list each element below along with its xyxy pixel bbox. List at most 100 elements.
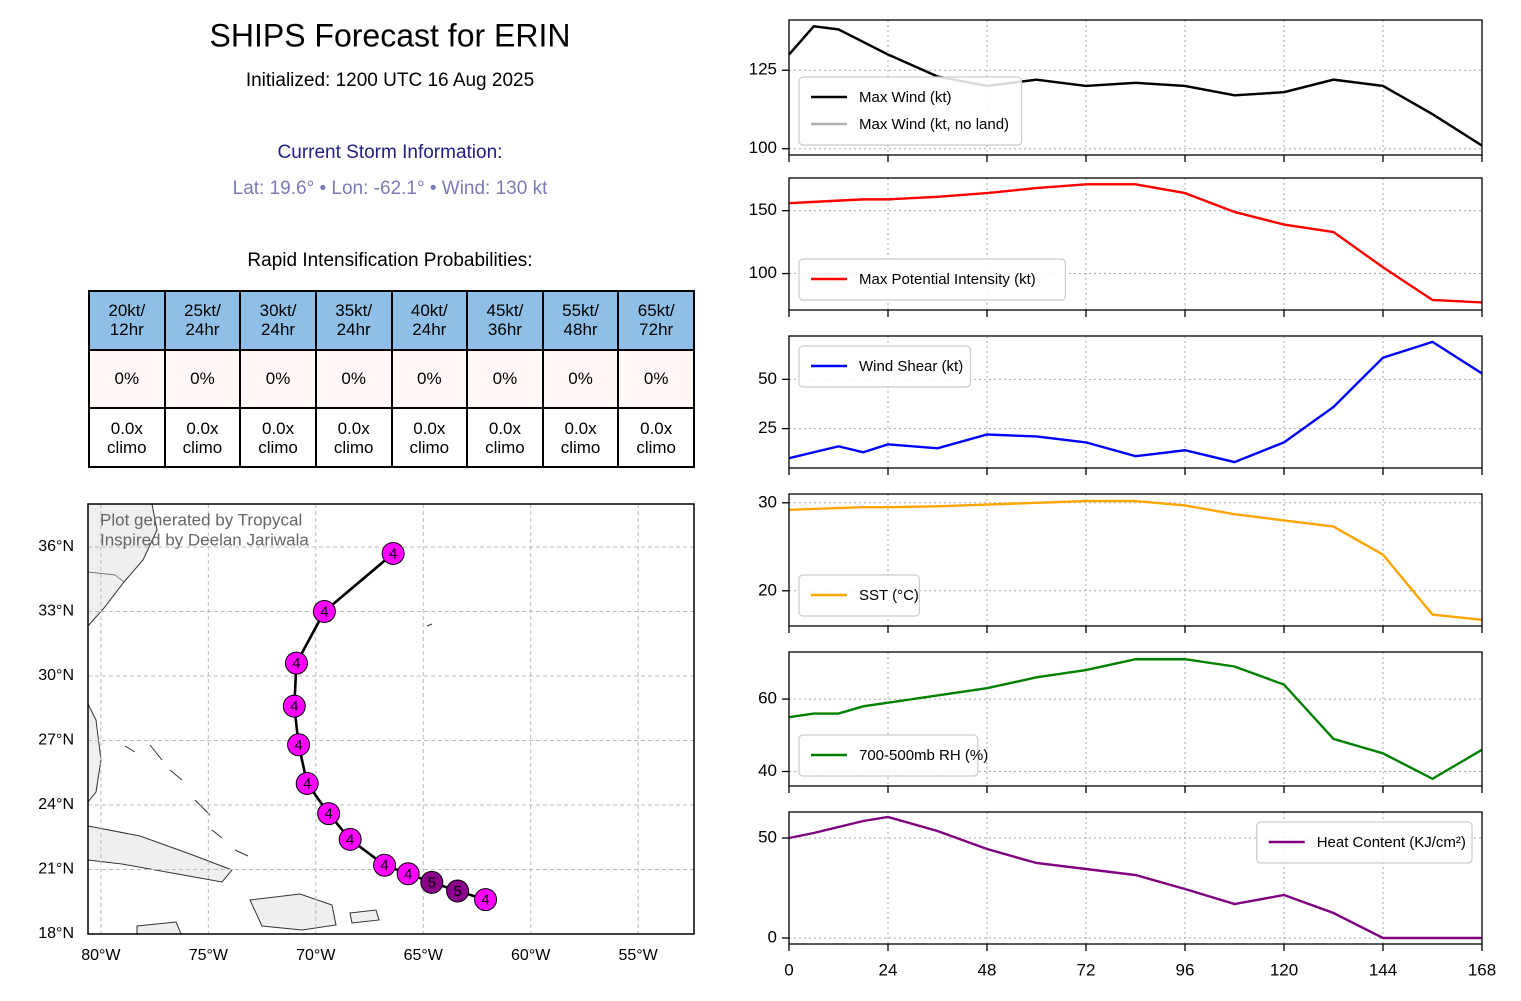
table-cell: 0.0x climo: [541, 407, 620, 468]
table-cell: 40kt/ 24hr: [390, 290, 469, 351]
x-tick-label: 70°W: [296, 947, 336, 964]
table-row: 0% 0% 0% 0% 0% 0% 0% 0%: [88, 348, 695, 410]
x-tick-label: 144: [1369, 960, 1397, 979]
legend-box: [1256, 821, 1473, 864]
track-point: [312, 600, 336, 623]
y-tick-label: 150: [749, 200, 777, 219]
annotation: Inspired by Deelan Jariwala: [100, 530, 309, 549]
track-point: [396, 862, 420, 886]
legend-box: [798, 258, 1066, 301]
category-label: 4: [320, 603, 328, 620]
y-tick-label: 30: [758, 492, 777, 511]
x-tick-label: 72: [1077, 960, 1096, 979]
legend-box: [798, 734, 979, 777]
hispaniola: [249, 893, 337, 931]
subtitle: Initialized: 1200 UTC 16 Aug 2025: [246, 70, 534, 91]
category-label: 4: [380, 857, 388, 874]
cuba: [88, 825, 233, 883]
x-tick-label: 60°W: [511, 947, 551, 964]
axes-frame: [788, 177, 1483, 311]
y-tick-label: 60: [758, 689, 777, 708]
y-tick-label: 21°N: [38, 861, 74, 878]
storm-info: Lat: 19.6° • Lon: -62.1° • Wind: 130 kt: [233, 178, 548, 199]
table-cell: 0%: [390, 348, 469, 410]
table-cell: 0%: [314, 348, 393, 410]
table-cell: 0.0x climo: [163, 407, 242, 468]
table-title: Rapid Intensification Probabilities:: [247, 250, 532, 271]
table-cell: 0.0x climo: [88, 407, 166, 468]
x-tick-label: 96: [1176, 960, 1195, 979]
x-tick-label: 120: [1270, 960, 1298, 979]
axes-frame: [788, 335, 1483, 469]
category-label: 4: [292, 655, 300, 672]
state-line: [88, 571, 125, 583]
table-cell: 0.0x climo: [617, 407, 695, 468]
y-tick-label: 40: [758, 761, 777, 780]
category-label: 4: [303, 775, 311, 792]
jamaica: [136, 921, 182, 934]
table-cell: 0%: [541, 348, 620, 410]
annotation: Plot generated by Tropycal: [100, 510, 302, 529]
x-tick-label: 0: [784, 960, 793, 979]
y-tick-label: 30°N: [38, 667, 74, 684]
table-cell: 30kt/ 24hr: [239, 290, 317, 351]
title: SHIPS Forecast for ERIN: [210, 17, 571, 53]
table-cell: 25kt/ 24hr: [163, 290, 242, 351]
legend-label: Max Wind (kt, no land): [859, 116, 1009, 133]
table-cell: 45kt/ 36hr: [466, 290, 544, 351]
table-cell: 35kt/ 24hr: [314, 290, 393, 351]
table-cell: 0%: [466, 348, 544, 410]
table-cell: 0%: [239, 348, 317, 410]
track-point: [284, 651, 308, 675]
series-line: [788, 183, 1483, 304]
x-tick-label: 80°W: [81, 947, 121, 964]
y-tick-label: 50: [758, 827, 777, 846]
table-cell: 55kt/ 48hr: [541, 290, 620, 351]
table-cell: 0.0x climo: [314, 407, 393, 468]
y-tick-label: 125: [749, 60, 777, 79]
category-label: 5: [428, 874, 436, 891]
category-label: 4: [294, 737, 302, 754]
y-tick-label: 33°N: [38, 603, 74, 620]
land: [88, 504, 433, 934]
track-point: [317, 802, 341, 826]
legend-label: Max Potential Intensity (kt): [859, 271, 1036, 288]
legend-label: 700-500mb RH (%): [859, 747, 988, 764]
track-point: [446, 879, 470, 903]
ri-table: 20kt/ 12hr 25kt/ 24hr 30kt/ 24hr 35kt/ 24hr…: [88, 290, 695, 468]
legend-label: SST (°C): [859, 587, 919, 604]
table-cell: 65kt/ 72hr: [617, 290, 695, 351]
x-tick-label: 65°W: [404, 947, 444, 964]
table-cell: 20kt/ 12hr: [88, 290, 166, 351]
y-tick-label: 27°N: [38, 732, 74, 749]
table-row: 0.0x climo 0.0x climo 0.0x climo 0.0x climo…: [88, 407, 695, 468]
y-tick-label: 0: [768, 927, 777, 946]
table-cell: 0.0x climo: [466, 407, 544, 468]
bahamas: [124, 623, 433, 857]
track-point: [282, 694, 306, 718]
table-cell: 0%: [617, 348, 695, 410]
axes-frame: [788, 493, 1483, 627]
table-row: 20kt/ 12hr 25kt/ 24hr 30kt/ 24hr 35kt/ 24hr…: [88, 290, 695, 351]
legend-box: [798, 345, 972, 388]
legend-label: Heat Content (KJ/cm²): [1317, 834, 1466, 851]
y-tick-label: 100: [749, 263, 777, 282]
category-label: 4: [481, 892, 489, 909]
track-point: [338, 827, 362, 851]
y-tick-label: 50: [758, 369, 777, 388]
x-tick-label: 168: [1468, 960, 1496, 979]
legend-label: Max Wind (kt): [859, 89, 952, 106]
y-tick-label: 18°N: [38, 925, 74, 942]
category-label: 4: [404, 866, 412, 883]
track-point: [381, 541, 405, 565]
track-point: [373, 853, 397, 877]
series-line: [788, 658, 1483, 781]
table-cell: 0%: [88, 348, 166, 410]
axes-frame: [788, 811, 1483, 945]
x-tick-label: 75°W: [189, 947, 229, 964]
y-tick-label: 25: [758, 418, 777, 437]
track-point: [287, 733, 311, 757]
legend-box: [798, 574, 921, 617]
us-coast: [88, 504, 158, 627]
